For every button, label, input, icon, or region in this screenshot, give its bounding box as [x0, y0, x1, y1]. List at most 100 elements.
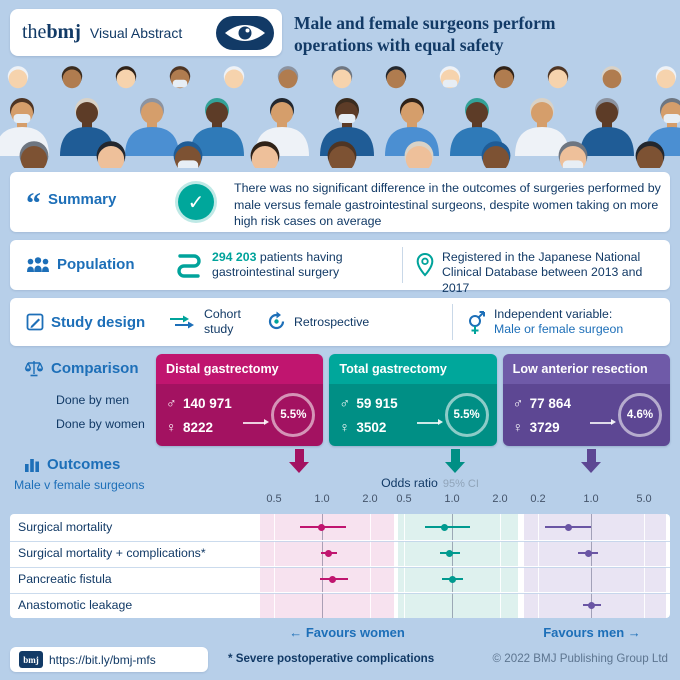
or-point: [445, 549, 453, 557]
male-icon: ♂: [339, 395, 350, 411]
odds-ratio-header: Odds ratio 95% CI: [320, 476, 540, 490]
patient-count: 294 203: [212, 250, 257, 264]
summary-label: “ Summary: [26, 189, 117, 219]
done-by-men-label: Done by men: [56, 393, 130, 407]
card-total-gastrectomy: Total gastrectomy ♂ 59 915 ♀ 3502 5.5%: [329, 354, 497, 446]
retrospective-text: Retrospective: [294, 315, 370, 329]
study-design-card: Study design Cohort study Retrospective …: [10, 298, 670, 346]
card-title: Total gastrectomy: [329, 354, 497, 384]
divider: [452, 304, 453, 340]
population-card: Population 294 203 patients having gastr…: [10, 240, 670, 295]
registry-text: Registered in the Japanese National Clin…: [442, 250, 670, 296]
brand-bmj: bmj: [46, 21, 81, 43]
connector-arrow: [243, 420, 270, 425]
or-point: [565, 523, 573, 531]
favours-women-label: ← Favours women: [252, 625, 442, 640]
down-arrow-lar: [581, 449, 601, 473]
or-point: [329, 575, 337, 583]
retrospective-icon: [268, 311, 285, 330]
scales-icon: [24, 361, 44, 377]
or-point: [585, 549, 593, 557]
title-line-1: Male and female surgeons perform: [294, 13, 556, 33]
bmj-logo: thebmj: [22, 21, 81, 44]
registry-line2: Clinical Database between 2013 and 2017: [442, 265, 643, 295]
study-design-label: Study design: [26, 313, 145, 331]
patient-count-suffix: patients having: [256, 250, 343, 264]
forest-plot: Surgical mortality Surgical mortality + …: [10, 514, 670, 618]
row-separator: [10, 565, 670, 567]
row-label-surgical-mortality: Surgical mortality: [18, 520, 113, 534]
row-label-pancreatic-fistula: Pancreatic fistula: [18, 572, 112, 586]
page-title: Male and female surgeons perform operati…: [294, 12, 674, 57]
footnote: * Severe postoperative complications: [228, 652, 435, 665]
population-label-text: Population: [57, 256, 135, 273]
comparison-label: Comparison: [24, 360, 139, 377]
cohort-text: Cohort study: [204, 307, 241, 338]
study-design-label-text: Study design: [51, 313, 146, 331]
row-label-anastomotic-leakage: Anastomotic leakage: [18, 598, 133, 612]
population-label: Population: [26, 256, 135, 273]
card-body: ♂ 77 864 ♀ 3729 4.6%: [502, 384, 670, 446]
bmj-mini-logo: bmj: [19, 651, 43, 668]
row-separator: [10, 539, 670, 541]
card-title: Distal gastrectomy: [156, 354, 324, 384]
connector-arrow: [589, 420, 616, 425]
men-count: 59 915: [356, 395, 398, 411]
independent-variable-text: Independent variable: Male or female sur…: [494, 307, 623, 338]
tick-label: 0.2: [530, 493, 546, 505]
or-point: [317, 523, 325, 531]
comparison-cards: Distal gastrectomy ♂ 140 971 ♀ 8222 5.5% T…: [156, 354, 670, 446]
outcomes-label-text: Outcomes: [47, 456, 121, 473]
check-icon: ✓: [178, 184, 214, 220]
card-body: ♂ 140 971 ♀ 8222 5.5%: [156, 384, 324, 446]
male-female-symbol-icon: [469, 311, 485, 334]
tick-label: 1.0: [314, 493, 330, 505]
abstract-link[interactable]: https://bit.ly/bmj-mfs: [49, 652, 156, 667]
tick-label: 1.0: [583, 493, 599, 505]
or-point: [448, 575, 456, 583]
favours-men-text: Favours men: [543, 625, 625, 640]
crowd-illustration: [0, 62, 680, 168]
cohort-line2: study: [204, 322, 234, 337]
tick-label: 2.0: [492, 493, 508, 505]
comparison-label-text: Comparison: [51, 360, 139, 377]
men-count: 140 971: [183, 395, 232, 411]
female-icon: ♀: [166, 419, 177, 435]
title-line-2: operations with equal safety: [294, 35, 504, 56]
iv-line1: Independent variable:: [494, 307, 613, 321]
right-arrow-icon: →: [627, 625, 641, 640]
percent-badge: 5.5%: [444, 393, 489, 437]
location-pin-icon: [416, 252, 434, 277]
male-icon: ♂: [512, 395, 524, 411]
outcomes-label: Outcomes: [24, 456, 120, 473]
brand-the: the: [22, 21, 47, 43]
clipboard-pencil-icon: [26, 313, 44, 331]
card-title: Low anterior resection: [502, 354, 670, 384]
population-text: 294 203 patients having gastrointestinal…: [212, 250, 343, 281]
product-name: Visual Abstract: [89, 24, 183, 41]
odds-ratio-title: Odds ratio: [381, 476, 438, 490]
outcomes-subtitle: Male v female surgeons: [14, 478, 145, 492]
favours-women-text: Favours women: [305, 625, 405, 640]
tick-label: 2.0: [362, 493, 378, 505]
tick-label: 0.5: [396, 493, 412, 505]
brand-box: thebmj Visual Abstract: [10, 9, 282, 56]
people-icon: [27, 256, 49, 272]
male-icon: ♂: [166, 395, 177, 411]
summary-text: There was no significant difference in t…: [234, 181, 661, 228]
tick-label: 1.0: [444, 493, 460, 505]
bar-chart-icon: [25, 459, 39, 472]
women-count: 3729: [529, 419, 560, 435]
cohort-arrows-icon: [170, 315, 194, 329]
link-box: bmj https://bit.ly/bmj-mfs: [10, 647, 208, 672]
left-arrow-icon: ←: [289, 625, 303, 640]
card-low-anterior-resection: Low anterior resection ♂ 77 864 ♀ 3729 4.6…: [502, 354, 670, 446]
tick-label: 5.0: [636, 493, 652, 505]
divider: [402, 247, 403, 283]
summary-label-text: Summary: [48, 190, 117, 208]
quote-icon: “: [26, 187, 41, 220]
row-separator: [10, 591, 670, 593]
registry-line1: Registered in the Japanese National: [442, 250, 641, 264]
copyright: © 2022 BMJ Publishing Group Ltd: [492, 652, 668, 665]
